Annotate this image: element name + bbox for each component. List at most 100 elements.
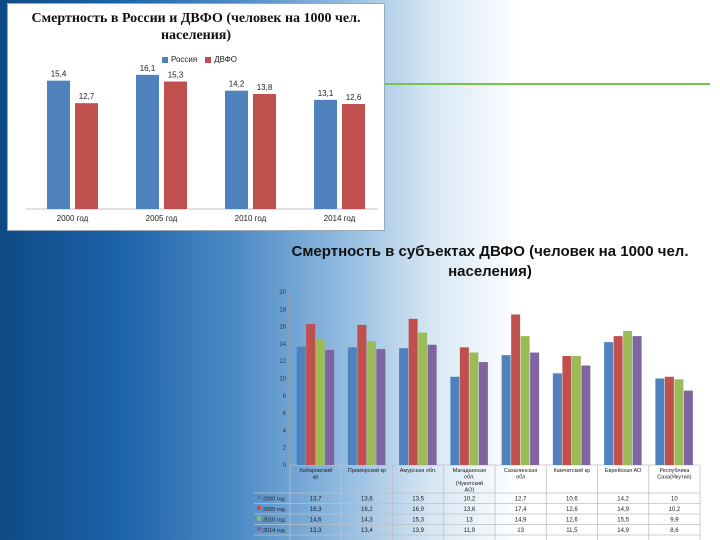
bar-russia xyxy=(225,90,248,209)
table-cell: 14,6 xyxy=(310,518,322,524)
table-swatch xyxy=(257,516,261,521)
category-label-line: АО) xyxy=(465,488,475,494)
bar-dvfo xyxy=(342,104,365,209)
bar-2014-год xyxy=(325,349,335,465)
category-label: Сахалинская обл xyxy=(504,468,537,481)
table-cell: 10 xyxy=(671,497,678,503)
bar-2005-год xyxy=(408,318,418,465)
bar-2014-год xyxy=(581,365,591,465)
table-cell: 12,6 xyxy=(566,518,578,524)
table-cell: 16,9 xyxy=(412,507,424,513)
bar-2014-год xyxy=(530,352,540,465)
data-label: 12,7 xyxy=(79,92,95,101)
table-cell: 12,6 xyxy=(566,507,578,513)
x-tick-label: 2000 год xyxy=(57,214,89,223)
table-cell: 11,9 xyxy=(464,528,476,534)
table-series-label: 2010 год xyxy=(263,518,286,524)
bar-2005-год xyxy=(357,324,367,465)
category-label-line: (Чукотский xyxy=(456,480,483,487)
bar-2005-год xyxy=(562,356,572,465)
x-tick-label: 2005 год xyxy=(146,214,178,223)
category-label-line: Магаданская xyxy=(453,468,486,474)
table-series-label: 2000 год xyxy=(263,497,286,503)
bar-2010-год xyxy=(674,379,684,465)
bar-2010-год xyxy=(315,338,325,465)
table-series-label: 2005 год xyxy=(263,507,286,513)
category-label-line: Еврейская АО xyxy=(605,467,642,474)
category-label: Магаданская обл. (Чукотский АО) xyxy=(453,468,486,494)
table-cell: 11,5 xyxy=(566,528,578,534)
data-label: 15,3 xyxy=(168,71,184,80)
bar-2014-год xyxy=(478,362,488,465)
y-tick-label: 14 xyxy=(279,342,286,348)
table-swatch xyxy=(257,506,261,510)
table-cell: 10,6 xyxy=(566,497,578,503)
bar-2000-год xyxy=(347,347,357,465)
accent-line xyxy=(380,83,710,85)
y-tick-label: 16 xyxy=(279,325,286,331)
table-cell: 15,3 xyxy=(412,518,424,524)
table-series-label: 2014 год xyxy=(263,528,286,534)
table-cell: 13,6 xyxy=(464,507,476,513)
y-tick-label: 8 xyxy=(283,394,287,400)
y-tick-label: 0 xyxy=(283,463,287,469)
table-cell: 13,4 xyxy=(361,528,373,534)
table-cell: 14,9 xyxy=(617,528,629,534)
bar-2010-год xyxy=(623,330,633,465)
table-cell: 10,2 xyxy=(464,497,476,503)
data-label: 13,8 xyxy=(257,83,273,92)
bar-2010-год xyxy=(520,336,530,465)
category-label: Еврейская АО xyxy=(605,467,642,474)
y-tick-label: 2 xyxy=(283,446,287,452)
bar-2005-год xyxy=(664,376,674,465)
bar-2000-год xyxy=(501,355,511,465)
category-label: Республика Саха(Якутия) xyxy=(657,468,691,481)
y-tick-label: 12 xyxy=(279,359,286,365)
table-cell: 16,3 xyxy=(310,507,322,513)
table-swatch xyxy=(257,495,261,500)
bar-dvfo xyxy=(75,103,98,209)
y-tick-label: 18 xyxy=(279,307,286,313)
bar-2000-год xyxy=(450,376,460,465)
table-cell: 13,5 xyxy=(412,497,424,503)
bar-2000-год xyxy=(296,346,306,465)
category-label: Камчатский кр xyxy=(554,467,591,474)
category-label-line: Приморский кр xyxy=(348,467,386,474)
bar-russia xyxy=(314,99,337,209)
category-label-line: Амурская обл. xyxy=(400,468,437,474)
bar-2005-год xyxy=(613,336,623,465)
bar-2010-год xyxy=(366,341,376,465)
y-tick-label: 4 xyxy=(283,428,287,434)
bar-2000-год xyxy=(604,342,614,465)
legend-label-russia: Россия xyxy=(171,55,198,64)
table-cell: 13,6 xyxy=(361,497,373,503)
category-label-line: Камчатский кр xyxy=(554,467,591,474)
table-cell: 14,9 xyxy=(617,507,629,513)
table-cell: 12,7 xyxy=(515,497,527,503)
table-cell: 13,9 xyxy=(412,528,424,534)
table-cell: 13 xyxy=(517,528,524,534)
bar-2014-год xyxy=(632,336,642,465)
category-label-line: Республика xyxy=(659,468,690,474)
bar-2010-год xyxy=(571,356,581,465)
chart1-plot: 15,4 12,7 2000 год 16,1 15,3 2005 год 14,2 13,8… xyxy=(26,64,378,223)
data-label: 13,1 xyxy=(318,89,334,98)
table-cell: 15,5 xyxy=(617,518,629,524)
bar-2010-год xyxy=(418,332,428,465)
table-cell: 17,4 xyxy=(515,507,527,513)
data-label: 12,6 xyxy=(346,93,362,102)
table-cell: 14,3 xyxy=(361,518,373,524)
chart-russia-dvfo: Смертность в России и ДВФО (человек на 1… xyxy=(7,3,385,231)
bar-2005-год xyxy=(511,314,521,465)
table-cell: 8,6 xyxy=(670,528,679,534)
legend-label-dvfo: ДВФО xyxy=(214,55,238,64)
chart2-title: Смертность в субъектах ДВФО (человек на … xyxy=(291,243,689,280)
chart1-legend: Россия ДВФО xyxy=(162,55,237,64)
category-label-line: Хабаровский xyxy=(299,467,332,474)
table-cell: 9,9 xyxy=(670,518,679,524)
bar-2005-год xyxy=(306,324,316,465)
category-label-line: кр xyxy=(313,475,318,481)
category-label-line: Сахалинская xyxy=(504,468,537,474)
bar-2000-год xyxy=(655,378,665,465)
